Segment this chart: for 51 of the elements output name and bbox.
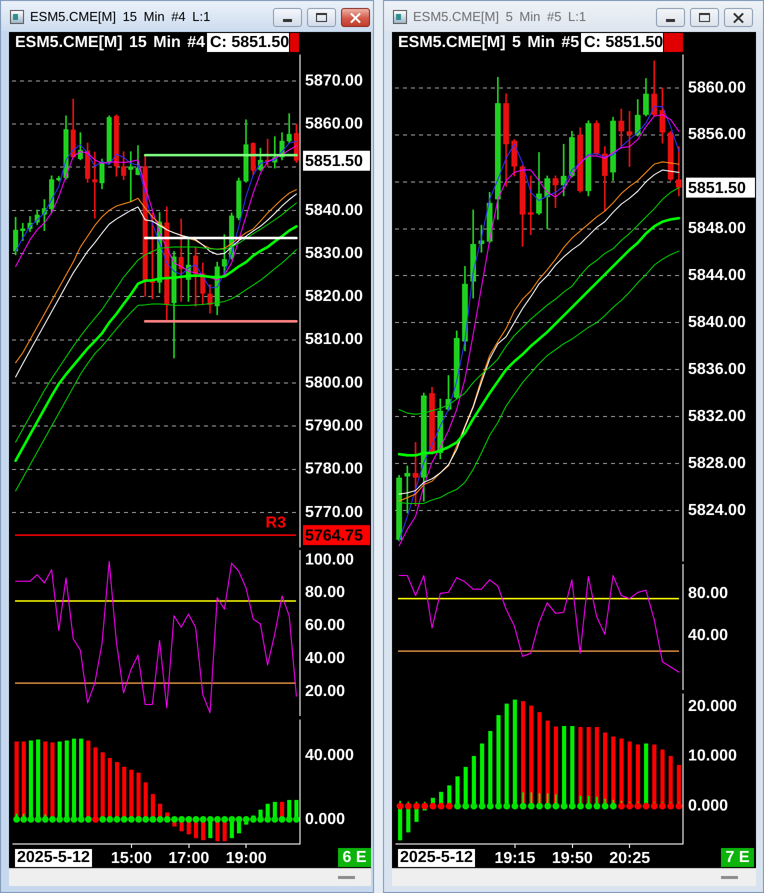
text: 7 E <box>721 848 754 867</box>
text: 5764.75 <box>305 528 363 545</box>
y-tick-label: 10.000 <box>688 748 738 765</box>
y-tick-label: 5832.00 <box>688 408 746 426</box>
chart-title: ESM5.CME[M] 5 Min #5 <box>398 33 580 52</box>
text: 5851.50 <box>688 180 746 198</box>
y-tick-label: 80.00 <box>305 584 346 602</box>
y-tick-label: 40.00 <box>305 650 346 667</box>
text: 6 E <box>338 848 371 867</box>
y-tick-label: 40.000 <box>305 747 354 764</box>
y-tick-label: 5770.00 <box>305 504 363 521</box>
text: 2025-5-12 <box>398 849 475 867</box>
y-tick-label: 5828.00 <box>688 454 746 472</box>
y-tick-label: 5860.00 <box>688 79 746 96</box>
x-tick-label: 19:15 <box>494 850 536 868</box>
y-tick-label: 5790.00 <box>305 418 363 435</box>
x-tick-label: 19:50 <box>552 850 593 868</box>
x-tick-label: 15:00 <box>110 850 152 868</box>
y-tick-label: 5870.00 <box>305 72 363 90</box>
x-tick-label: 19:00 <box>226 850 267 868</box>
text: ESM5.CME[M] 5 Min #5 L:1 <box>413 9 586 25</box>
y-tick-label: 5800.00 <box>305 374 363 392</box>
y-tick-label: 20.000 <box>688 698 738 715</box>
y-tick-label: 5820.00 <box>305 288 363 306</box>
y-tick-label: 5860.00 <box>305 115 363 132</box>
y-tick-label: 80.00 <box>688 584 728 602</box>
x-tick-label: 20:25 <box>609 850 650 868</box>
y-tick-label: 5836.00 <box>688 361 746 378</box>
y-tick-label: 5780.00 <box>305 460 363 478</box>
text: ESM5.CME[M] 15 Min #4 L:1 <box>30 9 210 25</box>
y-tick-label: 5840.00 <box>305 202 363 219</box>
y-tick-label: 0.000 <box>305 810 346 828</box>
y-tick-label: 5824.00 <box>688 502 746 519</box>
y-tick-label: 5848.00 <box>688 220 746 238</box>
x-tick-label: 17:00 <box>168 850 210 868</box>
y-tick-label: 5830.00 <box>305 244 363 262</box>
text: 2025-5-12 <box>15 849 92 867</box>
chart-title: ESM5.CME[M] 15 Min #4 <box>15 33 206 52</box>
y-tick-label: 20.00 <box>305 682 346 700</box>
y-tick-label: 5844.00 <box>688 267 746 284</box>
y-tick-label: 5856.00 <box>688 126 746 144</box>
chart-subtitle: C: 5851.50 <box>581 33 664 52</box>
ref-line-label: R3 <box>266 514 286 532</box>
y-tick-label: 60.00 <box>305 617 346 634</box>
y-tick-label: 100.00 <box>305 551 354 568</box>
chart-subtitle: C: 5851.50 <box>207 33 290 52</box>
y-tick-label: 5810.00 <box>305 331 363 348</box>
y-tick-label: 40.00 <box>688 626 728 644</box>
y-tick-label: 0.000 <box>688 798 728 815</box>
text: 5851.50 <box>305 153 363 170</box>
y-tick-label: 5840.00 <box>688 314 746 332</box>
